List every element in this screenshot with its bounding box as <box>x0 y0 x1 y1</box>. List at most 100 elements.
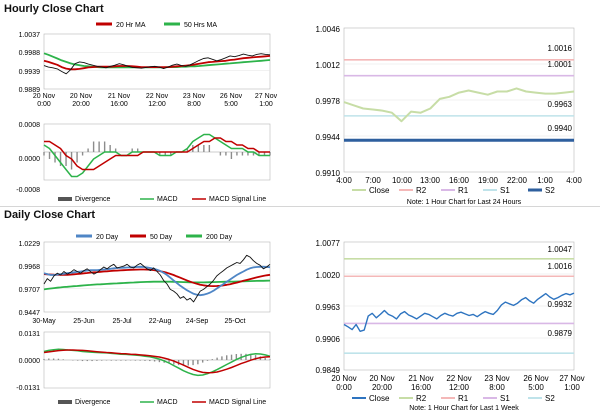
hourly-macd-chart: 0.0008 0.0000 -0.0008 Divergence MACD MA… <box>16 122 271 203</box>
x-tick: 8:00 <box>187 101 201 108</box>
x-tick: 12:00 <box>148 101 166 108</box>
level-label-s1: 0.9932 <box>548 300 573 309</box>
x-tick: 16:00 <box>449 176 470 185</box>
series-20-day <box>43 265 271 297</box>
hourly-levels-note: Note: 1 Hour Chart for Last 24 Hours <box>407 199 522 206</box>
y-tick: 0.9910 <box>316 169 341 178</box>
y-tick: 0.0000 <box>19 358 41 365</box>
daily-macd-chart: 0.0131 0.0000 -0.0131 Divergence MACD MA… <box>16 331 271 406</box>
level-label-r1: 1.0016 <box>548 262 573 271</box>
legend-r2: R2 <box>416 186 427 195</box>
series-close <box>343 292 575 333</box>
series-close <box>43 53 271 75</box>
plot-area <box>43 33 271 90</box>
x-tick: 20:00 <box>372 383 393 392</box>
y-axis-ticks: 1.0229 0.9968 0.9707 0.9447 <box>19 241 41 317</box>
y-tick: 0.9906 <box>316 335 341 344</box>
daily-levels-chart: 1.0077 1.0020 0.9963 0.9906 0.9849 20 No… <box>316 239 585 412</box>
x-tick: 21 Nov <box>408 374 433 383</box>
legend-macd: MACD <box>157 196 178 203</box>
x-tick: 1:00 <box>259 101 273 108</box>
legend-r1: R1 <box>458 394 469 403</box>
x-tick: 24-Sep <box>186 318 209 325</box>
legend-r1: R1 <box>458 186 469 195</box>
x-tick: 22-Aug <box>149 318 172 325</box>
x-tick: 1:00 <box>537 176 553 185</box>
hourly-price-legend: 20 Hr MA 50 Hrs MA <box>96 22 217 29</box>
y-tick: 0.0000 <box>19 156 41 163</box>
hourly-levels-legend: Close R2 R1 S1 S2 <box>352 186 555 195</box>
x-axis-ticks: 4:00 7:00 10:00 13:00 16:00 19:00 22:00 … <box>336 176 582 185</box>
daily-levels-note: Note: 1 Hour Chart for Last 1 Week <box>409 405 519 412</box>
x-tick: 27 Nov <box>255 93 278 100</box>
level-label-s2: 0.9940 <box>548 124 573 133</box>
hourly-price-chart: 20 Hr MA 50 Hrs MA 1.0037 0.9988 0.9939 … <box>19 22 278 108</box>
series-macd-signal <box>44 137 270 171</box>
y-tick: 0.9963 <box>316 303 341 312</box>
y-tick: 0.9978 <box>316 97 341 106</box>
y-tick: -0.0008 <box>16 187 40 194</box>
series-close <box>343 87 575 123</box>
series-50hrs-ma <box>43 52 271 69</box>
x-tick: 5:00 <box>528 383 544 392</box>
daily-price-chart: 20 Day 50 Day 200 Day 1.0229 0.9968 0.97… <box>19 234 271 325</box>
legend-swatch-divergence <box>58 400 72 404</box>
y-tick: 0.9447 <box>19 310 41 317</box>
series-close <box>43 254 271 303</box>
x-axis-ticks: 30-May 25-Jun 25-Jul 22-Aug 24-Sep 25-Oc… <box>32 318 245 325</box>
x-tick: 19:00 <box>478 176 499 185</box>
x-tick: 20 Nov <box>369 374 394 383</box>
legend-macd: MACD <box>157 399 178 406</box>
daily-price-series <box>43 254 271 303</box>
legend-s1: S1 <box>500 186 510 195</box>
legend-50hrs-ma: 50 Hrs MA <box>184 22 217 29</box>
x-tick: 12:00 <box>449 383 470 392</box>
level-label-s1: 0.9963 <box>548 100 573 109</box>
legend-close: Close <box>369 394 390 403</box>
y-tick: 0.9707 <box>19 287 41 294</box>
y-tick: 0.0131 <box>19 331 41 338</box>
level-label-r2: 1.0016 <box>548 44 573 53</box>
x-tick: 22 Nov <box>146 93 169 100</box>
legend-macd-signal: MACD Signal Line <box>209 196 266 203</box>
y-tick: 1.0046 <box>316 25 341 34</box>
hourly-macd-series <box>43 133 271 178</box>
x-tick: 22 Nov <box>446 374 471 383</box>
x-tick: 16:00 <box>110 101 128 108</box>
level-label-s2: 0.9879 <box>548 329 573 338</box>
series-macd <box>43 348 271 377</box>
x-tick: 20 Nov <box>33 93 56 100</box>
x-tick: 4:00 <box>566 176 582 185</box>
hourly-levels-chart: 1.0046 1.0012 0.9978 0.9944 0.9910 4:00 … <box>316 25 583 206</box>
legend-s1: S1 <box>500 394 510 403</box>
x-tick: 7:00 <box>365 176 381 185</box>
plot-area <box>43 241 271 313</box>
legend-s2: S2 <box>545 394 555 403</box>
y-tick: 1.0229 <box>19 241 41 248</box>
x-tick: 26 Nov <box>523 374 548 383</box>
y-tick: 0.9939 <box>19 69 41 76</box>
legend-divergence: Divergence <box>75 399 111 406</box>
y-tick: 0.0008 <box>19 122 41 129</box>
x-tick: 26 Nov <box>220 93 243 100</box>
legend-close: Close <box>369 186 390 195</box>
daily-levels-series <box>343 258 575 354</box>
daily-macd-series <box>43 348 271 377</box>
x-tick: 23 Nov <box>484 374 509 383</box>
y-axis-ticks: 1.0037 0.9988 0.9939 0.9889 <box>19 32 41 94</box>
y-tick: 1.0020 <box>316 271 341 280</box>
legend-50-day: 50 Day <box>150 234 173 241</box>
daily-price-legend: 20 Day 50 Day 200 Day <box>76 234 233 241</box>
x-tick: 20:00 <box>72 101 90 108</box>
series-macd-signal <box>43 349 271 374</box>
y-tick: 0.9968 <box>19 264 41 271</box>
x-tick: 20 Nov <box>331 374 356 383</box>
y-axis-ticks: 0.0131 0.0000 -0.0131 <box>16 331 40 392</box>
y-axis-ticks: 0.0008 0.0000 -0.0008 <box>16 122 40 194</box>
section-divider <box>0 206 600 207</box>
x-tick: 0:00 <box>37 101 51 108</box>
series-macd <box>43 133 270 178</box>
level-labels: 1.0047 1.0016 0.9932 0.9879 <box>548 245 573 338</box>
legend-200-day: 200 Day <box>206 234 233 241</box>
x-axis-ticks: 20 Nov 0:00 20 Nov 20:00 21 Nov 16:00 22… <box>331 374 584 392</box>
